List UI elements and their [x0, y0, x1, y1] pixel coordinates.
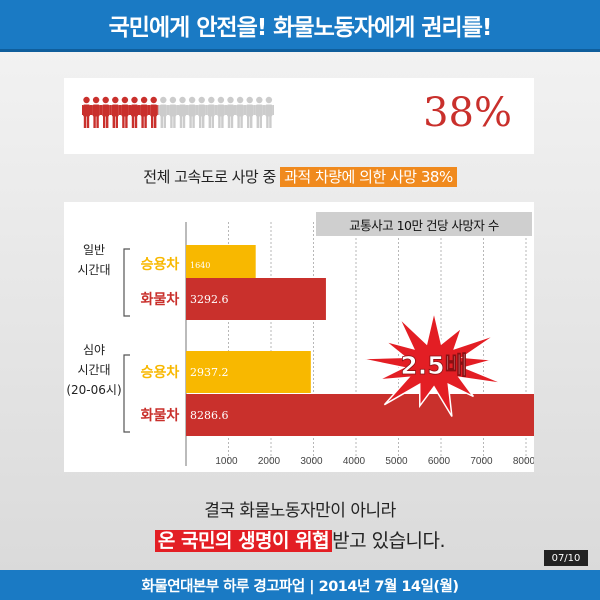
- bar-category-label: 화물차: [141, 292, 180, 308]
- page-number: 07/10: [544, 550, 588, 566]
- x-tick-label: 2000: [258, 456, 281, 467]
- stat-prefix: 전체 고속도로 사망 중: [143, 168, 281, 186]
- group-label: 일반: [83, 243, 105, 257]
- percent-label: 38%: [423, 90, 512, 136]
- person-icon: [225, 96, 236, 128]
- x-tick-label: 3000: [300, 456, 323, 467]
- group-label: 심야: [83, 343, 105, 357]
- starburst-badge: [359, 311, 505, 417]
- stat-line: 전체 고속도로 사망 중 과적 차량에 의한 사망 38%: [0, 166, 600, 187]
- people-icon-row: [82, 96, 274, 128]
- bar-category-label: 승용차: [141, 257, 180, 273]
- bar-value-label: 3292.6: [190, 293, 229, 306]
- person-icon: [177, 96, 188, 128]
- bar: [186, 394, 534, 436]
- person-icon: [119, 96, 130, 128]
- header-title: 국민에게 안전을! 화물노동자에게 권리를!: [0, 0, 600, 52]
- person-icon: [254, 96, 265, 128]
- x-tick-label: 8000: [513, 456, 534, 467]
- bar-category-label: 화물차: [141, 408, 180, 424]
- bar-value-label: 2937.2: [190, 366, 229, 379]
- person-icon: [167, 96, 178, 128]
- bottom-highlight: 온 국민의 생명이 위협: [154, 530, 333, 552]
- x-tick-label: 4000: [343, 456, 366, 467]
- bar: [186, 245, 256, 283]
- annotation-label: 2.5배: [400, 351, 467, 380]
- footer-text: 화물연대본부 하루 경고파업 | 2014년 7월 14일(월): [0, 570, 600, 600]
- person-icon: [235, 96, 246, 128]
- person-icon: [100, 96, 111, 128]
- bar-value-label: 8286.6: [190, 409, 229, 422]
- x-tick-label: 5000: [385, 456, 408, 467]
- person-icon: [263, 96, 274, 128]
- chart-title: 교통사고 10만 건당 사망자 수: [316, 212, 532, 236]
- bottom-line-1: 결국 화물노동자만이 아니라: [204, 501, 396, 521]
- person-icon: [148, 96, 159, 128]
- person-icon: [91, 96, 102, 128]
- group-bracket: [123, 248, 130, 317]
- person-icon: [244, 96, 255, 128]
- x-tick-label: 7000: [470, 456, 493, 467]
- person-icon: [129, 96, 140, 128]
- x-tick-label: 1000: [215, 456, 238, 467]
- group-label: 시간대: [77, 263, 110, 277]
- group-label: 시간대: [77, 363, 110, 377]
- person-icon: [82, 96, 92, 128]
- bar: [186, 351, 311, 393]
- bottom-rest: 받고 있습니다.: [332, 530, 446, 552]
- bottom-line-2: 온 국민의 생명이 위협 받고 있습니다.: [0, 526, 600, 553]
- person-icon: [187, 96, 198, 128]
- bar-value-label: 1640: [190, 261, 210, 270]
- bar-category-label: 승용차: [141, 365, 180, 381]
- bar: [186, 278, 326, 320]
- person-icon: [206, 96, 217, 128]
- person-icon: [110, 96, 121, 128]
- person-icon: [196, 96, 207, 128]
- x-tick-label: 6000: [428, 456, 451, 467]
- person-icon: [139, 96, 150, 128]
- group-label: (20-06시): [66, 383, 121, 397]
- person-icon: [158, 96, 169, 128]
- people-stat-panel: 38%: [64, 78, 534, 154]
- group-bracket: [123, 354, 130, 433]
- stat-highlight: 과적 차량에 의한 사망 38%: [280, 167, 457, 187]
- person-icon: [215, 96, 226, 128]
